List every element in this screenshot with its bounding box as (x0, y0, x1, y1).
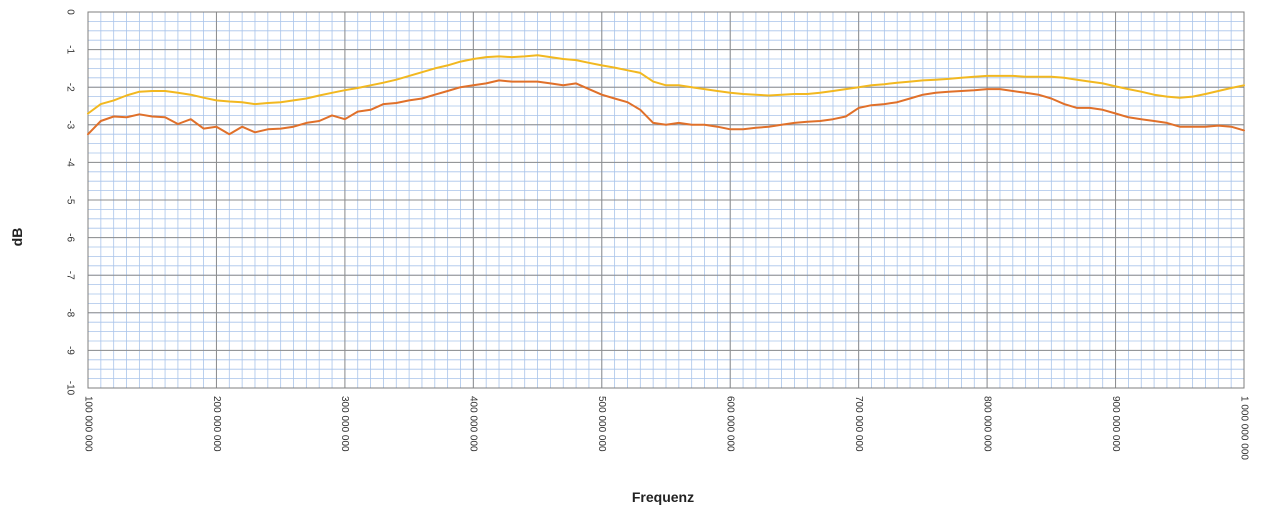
x-axis-title: Frequenz (632, 489, 694, 505)
series-line-2 (87, 79, 1245, 136)
x-tick-label: 800 000 000 (981, 396, 992, 452)
x-tick-label: 400 000 000 (468, 396, 479, 452)
plot-border (87, 11, 1245, 389)
y-tick-label: -5 (64, 196, 75, 205)
series-lines (87, 54, 1245, 136)
y-tick-label: 0 (64, 9, 75, 15)
y-tick-label: -2 (64, 83, 75, 92)
x-tick-label: 500 000 000 (596, 396, 607, 452)
y-tick-label: -9 (64, 346, 75, 355)
y-tick-labels: 0 -1 -2 -3 -4 -5 -6 -7 -8 -9 -10 (64, 9, 75, 395)
x-tick-label: 1 000 000 000 (1238, 396, 1249, 460)
x-tick-label: 300 000 000 (339, 396, 350, 452)
x-tick-label: 700 000 000 (853, 396, 864, 452)
y-tick-label: -3 (64, 120, 75, 129)
x-tick-label: 100 000 000 (82, 396, 93, 452)
y-tick-label: -7 (64, 271, 75, 280)
x-tick-labels: 100 000 000 200 000 000 300 000 000 400 000… (82, 396, 1249, 460)
series-line-1 (87, 54, 1245, 115)
y-axis-title: dB (9, 228, 25, 247)
y-tick-label: -8 (64, 308, 75, 317)
x-tick-label: 900 000 000 (1110, 396, 1121, 452)
x-tick-label: 600 000 000 (725, 396, 736, 452)
x-tick-label: 200 000 000 (211, 396, 222, 452)
y-tick-label: -1 (64, 45, 75, 54)
y-tick-label: -10 (64, 381, 75, 396)
y-tick-label: -4 (64, 158, 75, 167)
y-tick-label: -6 (64, 233, 75, 242)
